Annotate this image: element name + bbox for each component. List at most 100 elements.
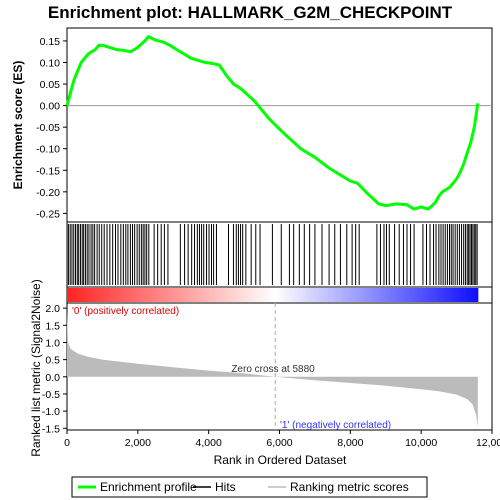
colorbar-cell	[451, 288, 454, 302]
colorbar-cell	[134, 288, 138, 302]
metric-y-axis-label: Ranked list metric (Signal2Noise)	[29, 279, 43, 456]
colorbar-cell	[315, 288, 319, 302]
colorbar-cell	[471, 288, 475, 302]
colorbar-cell	[241, 288, 245, 302]
colorbar-cell	[126, 288, 130, 302]
colorbar-cell	[449, 288, 452, 302]
colorbar-cell	[432, 288, 436, 302]
colorbar-cell	[194, 288, 197, 302]
colorbar-cell	[438, 288, 442, 302]
colorbar-cell	[424, 288, 427, 302]
colorbar-cell	[395, 288, 399, 302]
colorbar-cell	[350, 288, 354, 302]
colorbar-cell	[399, 288, 403, 302]
colorbar-cell	[313, 288, 317, 302]
colorbar-cell	[393, 288, 397, 302]
colorbar-cell	[453, 288, 456, 302]
colorbar-cell	[159, 288, 162, 302]
colorbar-cell	[147, 288, 150, 302]
colorbar-cell	[247, 288, 251, 302]
colorbar-cell	[327, 288, 331, 302]
rank-x-tick-label: 6,000	[266, 437, 292, 449]
colorbar-cell	[206, 288, 210, 302]
colorbar-cell	[204, 288, 208, 302]
colorbar-cell	[416, 288, 419, 302]
colorbar-cell	[389, 288, 393, 302]
colorbar-cell	[155, 288, 158, 302]
es-panel: 0.15 0.10 0.05 0.00 -0.05 -0.10 -0.15 -0.20 -0.2…	[11, 27, 493, 223]
colorbar-cell	[317, 288, 321, 302]
colorbar-cell	[346, 288, 349, 302]
colorbar-cell	[455, 288, 458, 302]
colorbar-cell	[110, 288, 113, 302]
colorbar-cell	[368, 288, 372, 302]
colorbar-cell	[87, 288, 91, 302]
colorbar-cell	[336, 288, 339, 302]
colorbar-cell	[243, 288, 247, 302]
es-y-ticks: 0.15 0.10 0.05 0.00 -0.05 -0.10 -0.15 -0.20 -0.2…	[36, 36, 67, 220]
colorbar-cell	[340, 288, 343, 302]
colorbar-cell	[95, 288, 99, 302]
colorbar-cell	[106, 288, 109, 302]
colorbar-cell	[362, 288, 366, 302]
colorbar-cell	[463, 288, 467, 302]
rank-x-tick-label: 4,000	[196, 437, 222, 449]
colorbar-cell	[295, 288, 298, 302]
colorbar-cell	[200, 288, 204, 302]
colorbar-cell	[225, 288, 228, 302]
colorbar-cell	[83, 288, 86, 302]
colorbar-cell	[93, 288, 97, 302]
metric-panel: 2.0 1.5 1.0 0.5 0.0 -0.5 -1.0 -1.5 0 2,000 4,000 6…	[29, 279, 500, 467]
colorbar-cell	[253, 288, 257, 302]
colorbar-cell	[219, 288, 222, 302]
colorbar-cell	[89, 288, 93, 302]
metric-y-tick-label: -1.5	[42, 423, 60, 435]
colorbar-cell	[151, 288, 154, 302]
colorbar-cell	[69, 288, 72, 302]
colorbar-cell	[163, 288, 167, 302]
colorbar-cell	[136, 288, 140, 302]
colorbar-cell	[99, 288, 103, 302]
colorbar-cell	[177, 288, 181, 302]
colorbar-cell	[284, 288, 288, 302]
es-y-axis-label: Enrichment score (ES)	[11, 61, 25, 190]
colorbar-cell	[268, 288, 271, 302]
colorbar-cell	[97, 288, 101, 302]
colorbar-cell	[292, 288, 296, 302]
legend-items: Enrichment profile Hits Ranking metric sco…	[78, 480, 409, 494]
colorbar-cell	[420, 288, 423, 302]
colorbar-cell	[138, 288, 142, 302]
metric-y-tick-label: 1.5	[45, 320, 60, 332]
colorbar-cell	[143, 288, 146, 302]
es-y-tick-label: -0.15	[36, 165, 60, 177]
colorbar-cell	[379, 288, 382, 302]
colorbar-cell	[270, 288, 273, 302]
colorbar-cell	[407, 288, 411, 302]
colorbar-cell	[255, 288, 259, 302]
colorbar-cell	[258, 288, 261, 302]
colorbar-cell	[366, 288, 370, 302]
colorbar-cell	[459, 288, 462, 302]
colorbar-cell	[114, 288, 117, 302]
colorbar-cell	[118, 288, 121, 302]
colorbar-cell	[303, 288, 306, 302]
colorbar-cell	[208, 288, 212, 302]
colorbar-cell	[190, 288, 193, 302]
colorbar-cell	[334, 288, 337, 302]
colorbar-cell	[397, 288, 401, 302]
es-panel-frame	[66, 27, 493, 223]
colorbar-cell	[325, 288, 329, 302]
colorbar-cell	[202, 288, 206, 302]
metric-y-tick-label: 0.5	[45, 355, 60, 367]
colorbar-cell	[157, 288, 160, 302]
colorbar-cell	[444, 288, 448, 302]
colorbar-cell	[381, 288, 384, 302]
negative-correlation-label: '1' (negatively correlated)	[280, 420, 391, 431]
colorbar-cell	[331, 288, 335, 302]
legend: Enrichment profile Hits Ranking metric sco…	[71, 476, 428, 498]
colorbar-cell	[173, 288, 177, 302]
colorbar-cell	[149, 288, 152, 302]
colorbar-cell	[231, 288, 234, 302]
colorbar-cell	[401, 288, 405, 302]
colorbar-cell	[290, 288, 294, 302]
